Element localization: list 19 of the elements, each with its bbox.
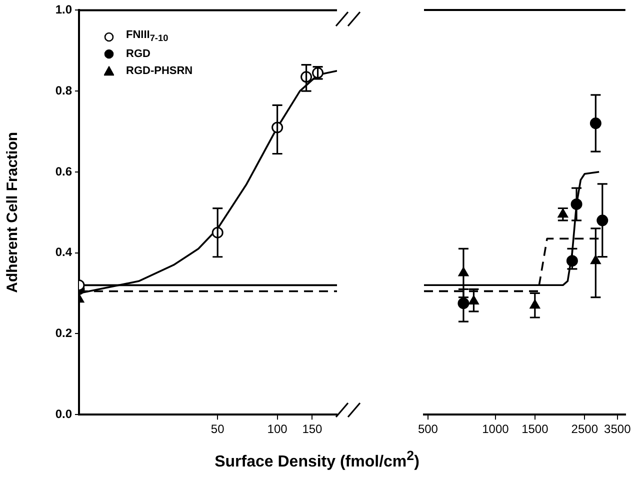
y-tick-label: 0.2: [55, 326, 72, 340]
y-tick-label: 1.0: [55, 2, 72, 17]
x-tick-label: 1500: [522, 422, 549, 436]
x-tick-label: 50: [210, 422, 225, 436]
legend-label: RGD: [126, 48, 150, 60]
legend-label: FNIII$_{7-10}$: [126, 29, 168, 44]
x-tick-label: 500: [418, 422, 438, 436]
y-tick-label: 0.6: [55, 164, 72, 178]
x-tick-label: 150: [302, 422, 323, 436]
y-tick-label: 0.8: [55, 83, 72, 98]
legend-label: RGD-PHSRN: [126, 64, 193, 76]
x-tick-label: 100: [267, 422, 288, 436]
x-tick-label: 3500: [604, 422, 632, 436]
x-tick-label: 2500: [571, 422, 598, 436]
x-axis-title: Surface Density (fmol/cm$^{2}$): [214, 448, 420, 472]
y-tick-label: 0.0: [55, 406, 72, 421]
y-tick-label: 0.4: [55, 245, 72, 260]
x-tick-label: 1000: [482, 422, 510, 436]
y-axis-title: Adherent Cell Fraction: [4, 132, 22, 293]
